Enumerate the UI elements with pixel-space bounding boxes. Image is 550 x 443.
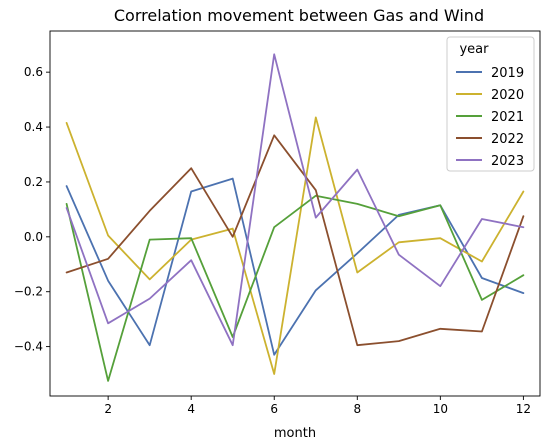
x-tick-label: 10 [433,402,448,416]
series-line-2020 [65,116,525,375]
legend: year 2019 2020 2021 2022 2023 [446,36,535,172]
legend-label-2023: 2023 [491,154,524,169]
x-tick-label: 12 [516,402,531,416]
chart-title: Correlation movement between Gas and Win… [114,6,484,25]
x-axis-label: month [274,426,316,441]
x-axis-ticks: 2 4 6 8 10 12 [104,396,531,416]
legend-label-2022: 2022 [491,132,524,147]
y-tick-label: 0.4 [24,120,43,134]
legend-label-2021: 2021 [491,110,524,125]
legend-label-2020: 2020 [491,88,524,103]
x-tick-label: 8 [353,402,361,416]
series-line-2019 [65,177,525,356]
plot-frame [49,30,541,397]
x-tick-label: 2 [104,402,112,416]
y-tick-label: 0.6 [24,65,43,79]
series-line-2023 [65,53,525,347]
x-tick-label: 4 [187,402,195,416]
series-line-2021 [65,194,525,382]
x-tick-label: 6 [270,402,278,416]
legend-title: year [459,42,489,57]
y-tick-label: −0.4 [14,340,43,354]
y-tick-label: 0.2 [24,175,43,189]
legend-box [446,36,535,172]
series-line-2022 [65,134,525,347]
plot-lines [65,53,525,382]
y-tick-label: 0.0 [24,230,43,244]
y-tick-label: −0.2 [14,285,43,299]
y-axis-ticks: −0.4 −0.2 0.0 0.2 0.4 0.6 [14,65,50,354]
legend-label-2019: 2019 [491,66,524,81]
